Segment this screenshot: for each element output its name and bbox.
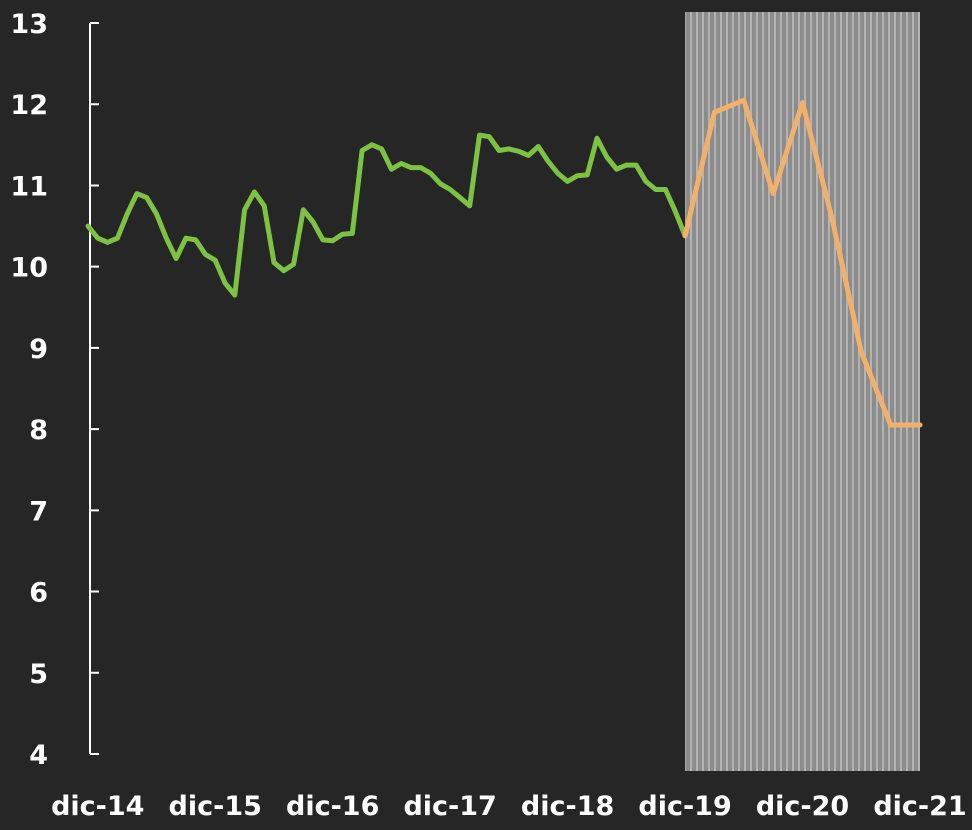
- y-tick-label: 8: [29, 415, 48, 446]
- shaded-forecast-region: [685, 12, 920, 771]
- y-tick-label: 6: [29, 578, 48, 609]
- x-tick-label: dic-16: [286, 791, 379, 822]
- y-tick-label: 13: [10, 9, 48, 40]
- y-axis-line: [89, 22, 99, 755]
- series-line-forecast: [682, 97, 923, 428]
- y-tick-label: 12: [10, 90, 48, 121]
- shaded-region-rect: [685, 12, 920, 771]
- x-tick-label: dic-19: [638, 791, 731, 822]
- axes: [89, 22, 99, 755]
- x-tick-label: dic-17: [403, 791, 496, 822]
- x-tick-labels: dic-14 dic-15 dic-16 dic-17 dic-18 dic-19 dic-…: [51, 791, 967, 822]
- y-tick-labels: 4 5 6 7 8 9 10 11 12 13: [10, 9, 48, 771]
- y-tick-label: 5: [29, 659, 48, 690]
- series-line-historical: [85, 132, 688, 298]
- y-tick-label: 11: [10, 171, 48, 202]
- x-tick-label: dic-21: [873, 791, 966, 822]
- series-lines: [85, 97, 923, 428]
- y-tick-label: 9: [29, 334, 48, 365]
- y-tick-label: 4: [29, 740, 48, 771]
- x-tick-label: dic-20: [756, 791, 849, 822]
- x-tick-label: dic-15: [169, 791, 262, 822]
- x-tick-label: dic-14: [51, 791, 144, 822]
- y-tick-label: 7: [29, 496, 48, 527]
- y-tick-label: 10: [10, 253, 48, 284]
- x-tick-label: dic-18: [521, 791, 614, 822]
